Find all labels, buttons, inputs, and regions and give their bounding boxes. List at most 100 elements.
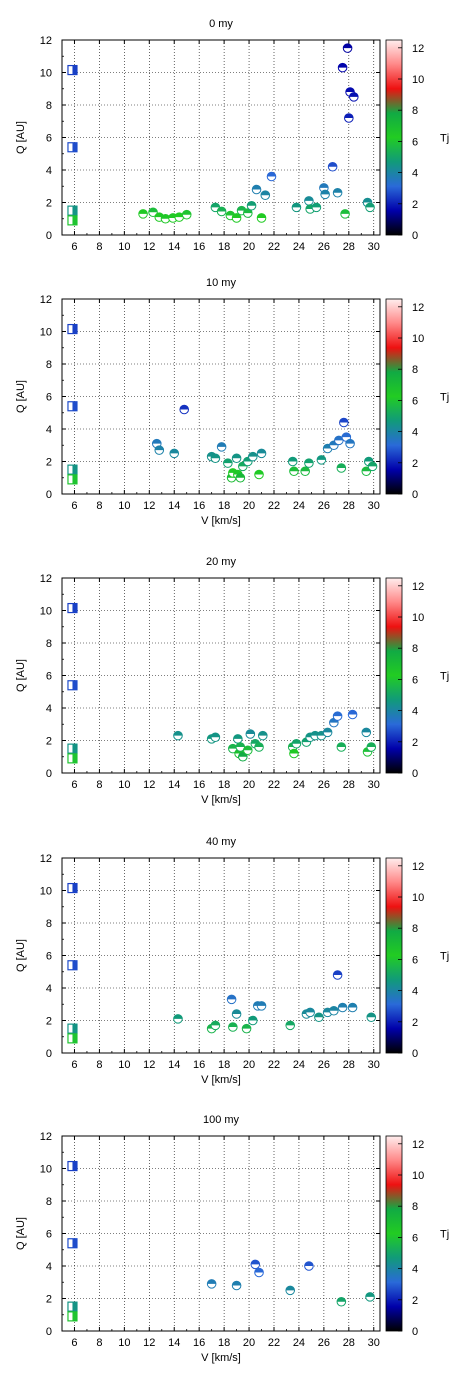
data-point-fill xyxy=(169,449,179,454)
data-point-fill xyxy=(333,711,342,717)
x-axis-label: V [km/s] xyxy=(201,1074,241,1086)
data-point-fill xyxy=(138,209,148,214)
x-tick-label: 28 xyxy=(343,779,355,791)
data-point-fill xyxy=(254,1268,264,1273)
data-point-fill xyxy=(317,455,326,460)
data-point-fill xyxy=(363,198,372,203)
x-tick-label: 16 xyxy=(193,1337,205,1349)
x-axis-label: V [km/s] xyxy=(201,1352,241,1364)
data-point-fill xyxy=(228,744,238,749)
reference-box-fill xyxy=(72,680,77,690)
colorbar-label: Tj xyxy=(440,392,449,404)
x-tick-label: 10 xyxy=(118,241,130,253)
y-tick-label: 6 xyxy=(46,671,52,683)
colorbar-tick-label: 8 xyxy=(412,364,418,376)
x-tick-label: 26 xyxy=(318,1337,330,1349)
y-tick-label: 4 xyxy=(46,983,52,995)
x-tick-label: 24 xyxy=(293,779,305,791)
y-tick-label: 0 xyxy=(46,230,52,242)
colorbar xyxy=(385,298,403,495)
x-tick-label: 10 xyxy=(118,779,130,791)
y-tick-label: 6 xyxy=(46,133,52,145)
data-point-fill xyxy=(348,1003,357,1008)
chart-title: 0 my xyxy=(209,18,233,30)
y-axis-label: Q [AU] xyxy=(15,1217,27,1250)
data-point-fill xyxy=(182,210,192,215)
x-tick-label: 20 xyxy=(243,500,255,512)
x-tick-label: 10 xyxy=(118,1337,130,1349)
colorbar-tick-label: 0 xyxy=(412,489,418,501)
colorbar xyxy=(385,1135,403,1332)
x-tick-label: 24 xyxy=(293,500,305,512)
y-tick-label: 6 xyxy=(46,392,52,404)
y-axis-label: Q [AU] xyxy=(15,939,27,972)
colorbar-tick-label: 6 xyxy=(412,395,418,407)
y-tick-label: 8 xyxy=(46,918,52,930)
reference-box-fill xyxy=(72,753,77,763)
data-point-fill xyxy=(361,728,371,733)
reference-box-fill xyxy=(72,744,77,754)
colorbar-tick-label: 12 xyxy=(412,43,424,55)
x-tick-label: 30 xyxy=(368,500,380,512)
data-point-fill xyxy=(305,1008,315,1013)
data-point-fill xyxy=(154,445,164,451)
data-point-fill xyxy=(179,405,189,410)
x-tick-label: 20 xyxy=(243,779,255,791)
y-tick-label: 0 xyxy=(46,1048,52,1060)
y-tick-label: 2 xyxy=(46,1294,52,1306)
x-tick-label: 26 xyxy=(318,779,330,791)
y-tick-label: 4 xyxy=(46,1261,52,1273)
data-point-fill xyxy=(211,732,220,738)
data-point-fill xyxy=(289,749,299,754)
y-tick-label: 6 xyxy=(46,1229,52,1241)
data-point-fill xyxy=(258,731,268,736)
data-point-fill xyxy=(292,203,301,208)
x-tick-label: 30 xyxy=(368,779,380,791)
x-tick-label: 28 xyxy=(343,241,355,253)
x-tick-label: 20 xyxy=(243,1059,255,1071)
data-point-fill xyxy=(243,745,253,751)
x-tick-label: 26 xyxy=(318,1059,330,1071)
data-point-fill xyxy=(174,212,184,218)
data-point-fill xyxy=(223,458,233,464)
data-point-fill xyxy=(285,1021,295,1026)
data-point-fill xyxy=(345,439,355,444)
data-point-fill xyxy=(154,212,164,218)
y-tick-label: 12 xyxy=(40,1131,52,1143)
y-tick-label: 8 xyxy=(46,359,52,371)
reference-box-fill xyxy=(72,1161,77,1171)
data-point-fill xyxy=(257,1001,266,1006)
colorbar-tick-label: 12 xyxy=(412,861,424,873)
x-tick-label: 6 xyxy=(71,1059,77,1071)
data-point-fill xyxy=(340,209,350,214)
x-tick-label: 6 xyxy=(71,1337,77,1349)
x-tick-label: 30 xyxy=(368,1059,380,1071)
x-tick-label: 28 xyxy=(343,1337,355,1349)
reference-box-fill xyxy=(72,1238,77,1248)
colorbar-tick-label: 4 xyxy=(412,427,418,439)
y-tick-label: 10 xyxy=(40,886,52,898)
y-tick-label: 0 xyxy=(46,1326,52,1338)
x-tick-label: 14 xyxy=(168,779,180,791)
data-point-fill xyxy=(288,457,298,462)
x-tick-label: 10 xyxy=(118,500,130,512)
colorbar xyxy=(385,857,403,1054)
colorbar-tick-label: 4 xyxy=(412,986,418,998)
reference-box-fill xyxy=(72,465,77,475)
x-tick-label: 30 xyxy=(368,1337,380,1349)
colorbar-label: Tj xyxy=(440,671,449,683)
chart-title: 100 my xyxy=(203,1114,240,1126)
x-axis-label: V [km/s] xyxy=(201,794,241,806)
data-point-fill xyxy=(285,1286,295,1291)
chart-title: 40 my xyxy=(206,836,236,848)
data-point-fill xyxy=(328,162,337,167)
data-point-fill xyxy=(260,190,270,196)
data-point-fill xyxy=(364,457,374,462)
data-point-fill xyxy=(329,1006,339,1011)
data-point-fill xyxy=(345,87,355,92)
data-point-fill xyxy=(337,742,346,747)
x-tick-label: 22 xyxy=(268,500,280,512)
x-tick-label: 10 xyxy=(118,1059,130,1071)
y-tick-label: 10 xyxy=(40,606,52,618)
